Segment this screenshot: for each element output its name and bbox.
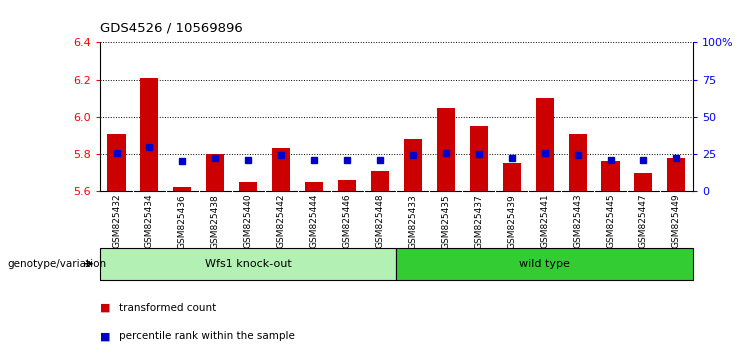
Text: genotype/variation: genotype/variation	[7, 259, 107, 269]
Bar	[470, 126, 488, 191]
Bar	[338, 180, 356, 191]
Text: ■: ■	[100, 303, 110, 313]
Bar	[502, 163, 521, 191]
Text: percentile rank within the sample: percentile rank within the sample	[119, 331, 294, 341]
Text: GSM825441: GSM825441	[540, 194, 549, 249]
Text: GSM825440: GSM825440	[244, 194, 253, 249]
Text: GSM825449: GSM825449	[672, 194, 681, 249]
Bar	[173, 187, 191, 191]
Bar	[436, 108, 455, 191]
Bar	[305, 182, 323, 191]
Text: GSM825443: GSM825443	[573, 194, 582, 249]
Text: GSM825437: GSM825437	[474, 194, 483, 249]
Bar	[404, 139, 422, 191]
Text: GSM825446: GSM825446	[342, 194, 351, 249]
Bar	[140, 78, 159, 191]
Bar	[568, 133, 587, 191]
Bar	[634, 172, 653, 191]
Text: GSM825444: GSM825444	[310, 194, 319, 248]
Text: GSM825447: GSM825447	[639, 194, 648, 249]
Text: GSM825448: GSM825448	[376, 194, 385, 249]
Bar	[206, 154, 225, 191]
Text: ■: ■	[100, 331, 110, 341]
Text: transformed count: transformed count	[119, 303, 216, 313]
Text: GSM825432: GSM825432	[112, 194, 121, 249]
Bar	[100, 248, 396, 280]
Bar	[668, 158, 685, 191]
Text: Wfs1 knock-out: Wfs1 knock-out	[205, 259, 292, 269]
Text: GSM825435: GSM825435	[442, 194, 451, 249]
Text: GSM825442: GSM825442	[276, 194, 286, 248]
Text: wild type: wild type	[519, 259, 570, 269]
Text: GSM825439: GSM825439	[507, 194, 516, 249]
Bar	[536, 98, 554, 191]
Text: GSM825445: GSM825445	[606, 194, 615, 249]
Text: GSM825438: GSM825438	[210, 194, 220, 249]
Bar	[272, 148, 290, 191]
Bar	[239, 182, 257, 191]
Bar	[107, 133, 125, 191]
Text: GSM825436: GSM825436	[178, 194, 187, 249]
Bar	[371, 171, 389, 191]
Text: GDS4526 / 10569896: GDS4526 / 10569896	[100, 21, 243, 34]
Bar	[396, 248, 693, 280]
Bar	[602, 161, 619, 191]
Text: GSM825433: GSM825433	[408, 194, 417, 249]
Text: GSM825434: GSM825434	[145, 194, 154, 249]
